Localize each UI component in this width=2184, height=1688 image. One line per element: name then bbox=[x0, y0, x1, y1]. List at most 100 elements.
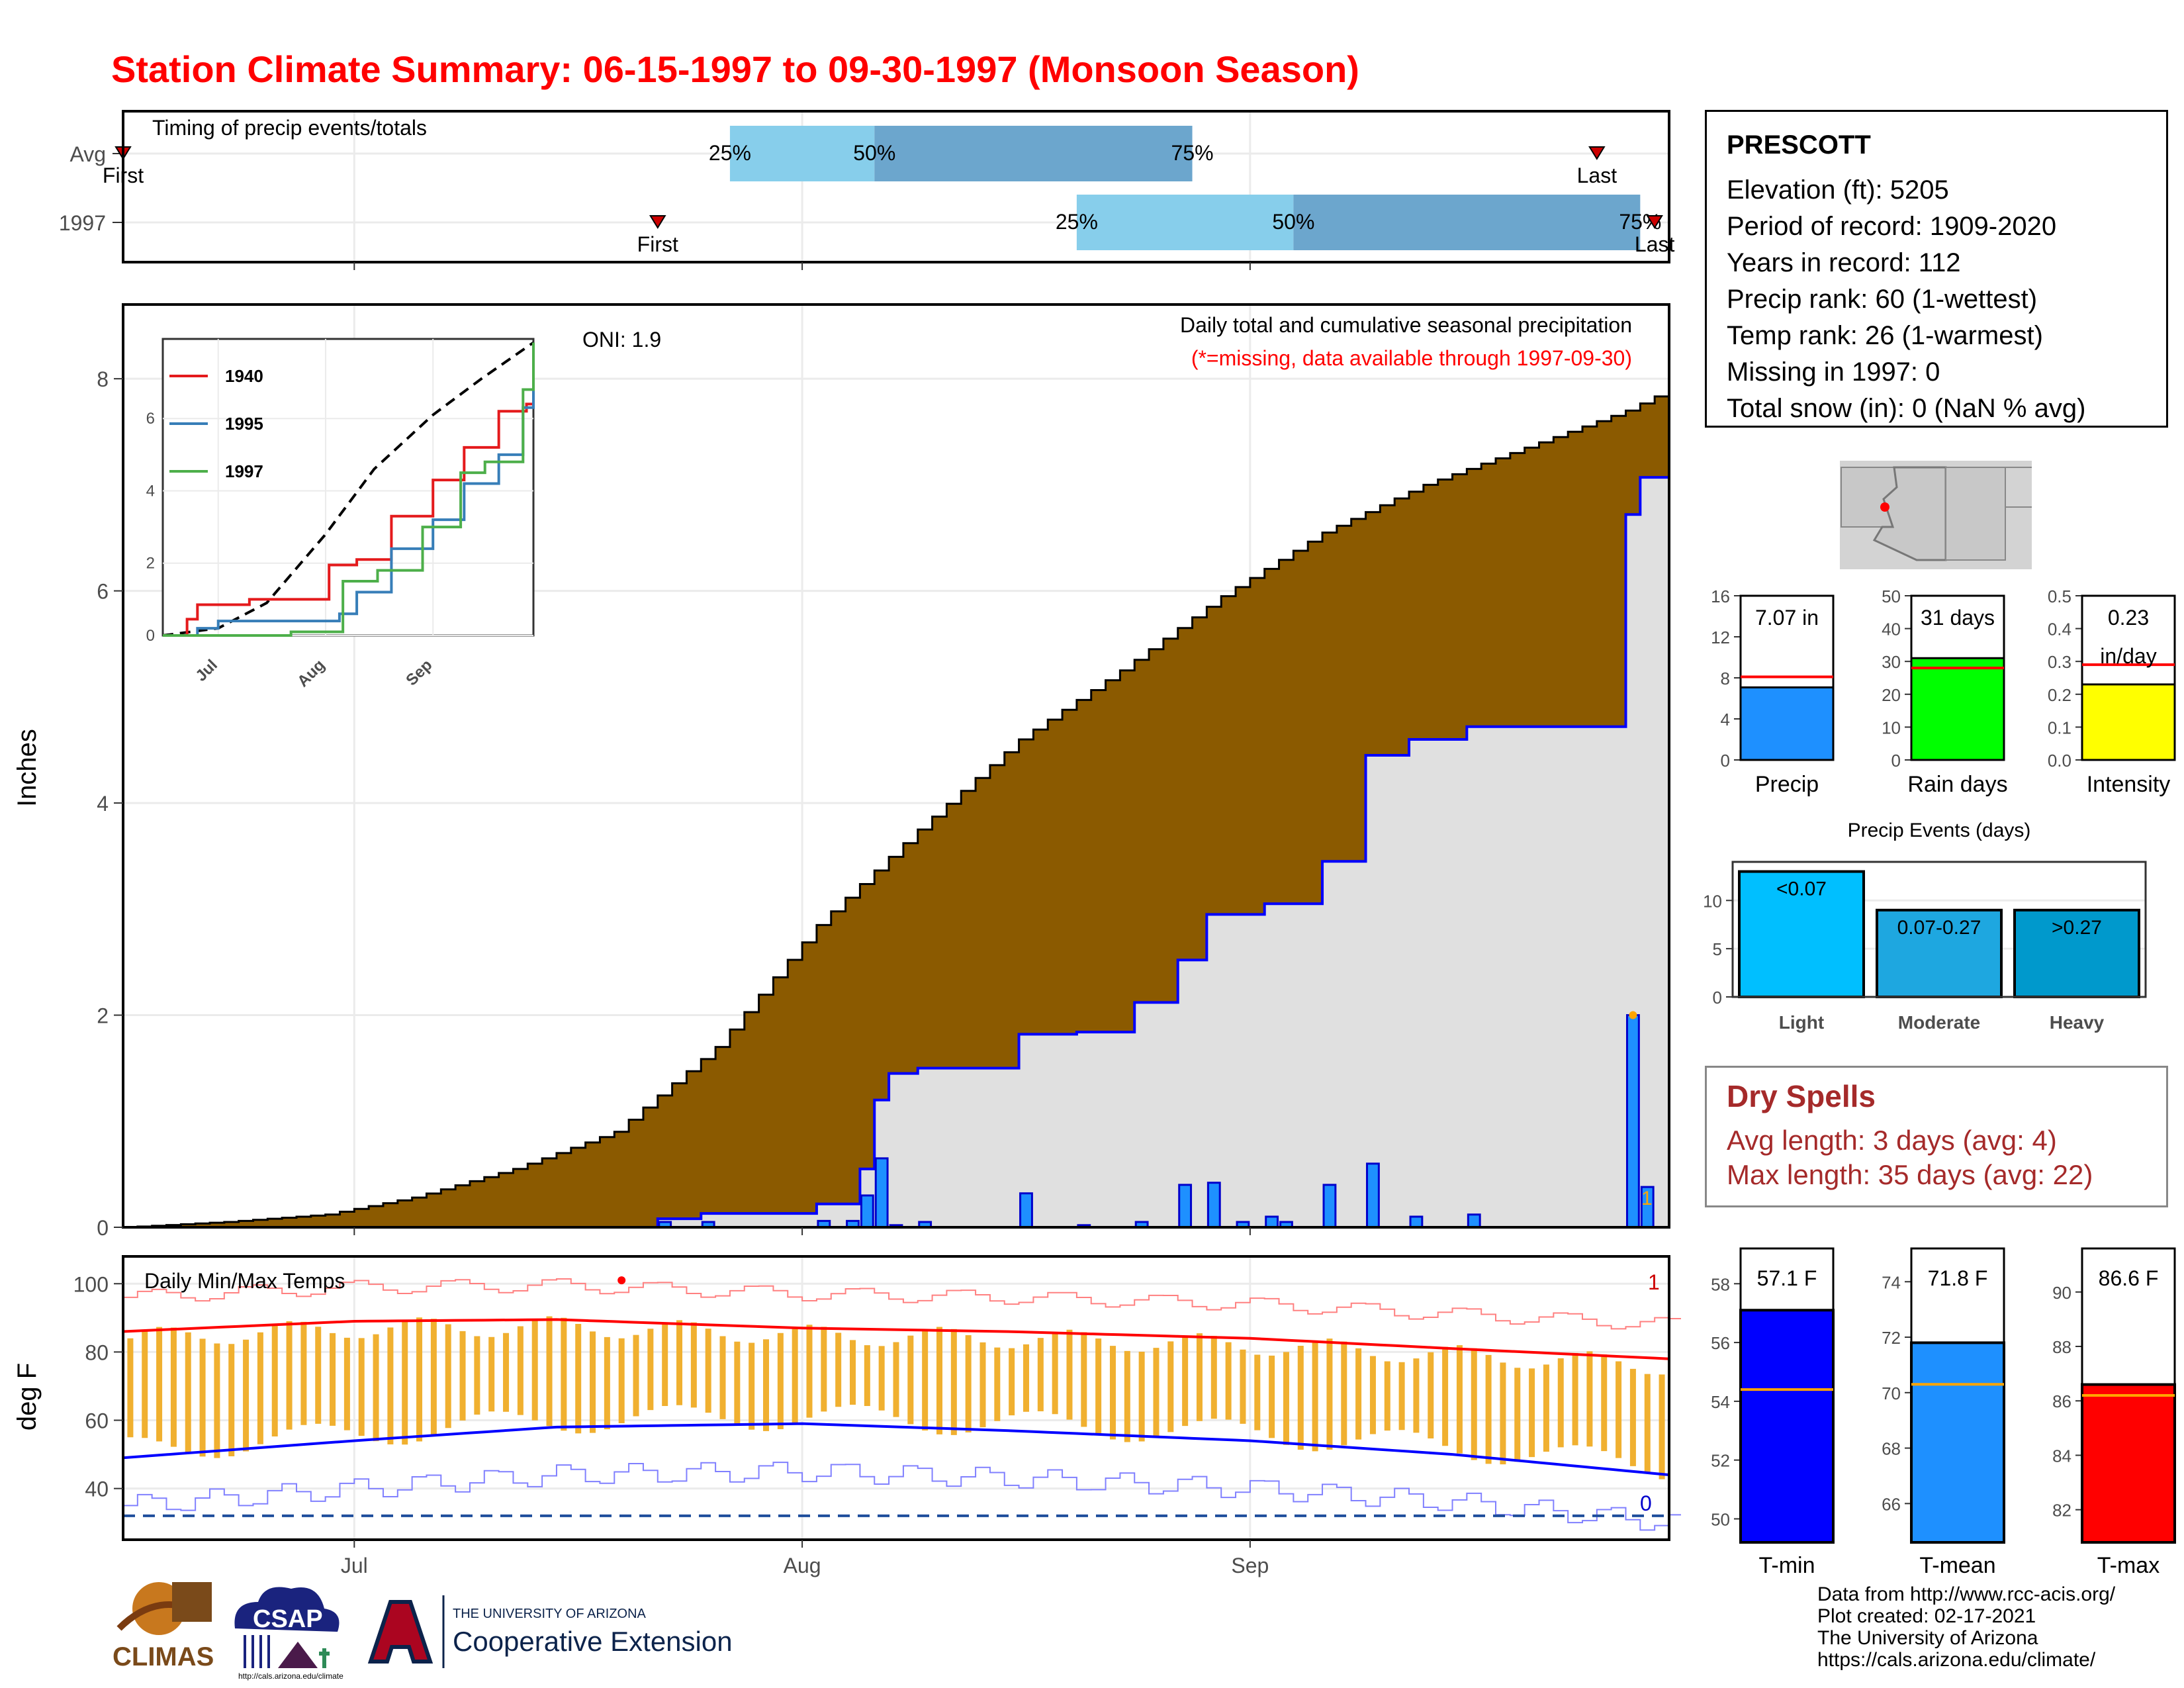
summary-y-tick-label: 0.4 bbox=[2048, 620, 2071, 639]
timing-pct-label: 25% bbox=[709, 141, 751, 165]
summary-value-unit: in/day bbox=[2100, 644, 2156, 668]
timing-pct-label: 75% bbox=[1171, 141, 1214, 165]
normal-max-line bbox=[122, 1318, 1670, 1360]
temp-y-tick-label: 80 bbox=[85, 1340, 109, 1364]
inset-frame bbox=[161, 338, 535, 637]
timing-iqr-upper bbox=[874, 126, 1193, 181]
event-bar-label: 0.07-0.27 bbox=[1897, 917, 1981, 939]
temp-y-tick-label: 60 bbox=[85, 1409, 109, 1433]
record-day-marker-icon bbox=[1629, 1011, 1637, 1019]
precip-events-chart: Precip Events (days) 0 5 10 <0.07 Light 0.07-0… bbox=[1703, 820, 2147, 1033]
credits: Data from http://www.rcc-acis.org/ Plot … bbox=[1817, 1583, 2115, 1671]
credit-source: Data from http://www.rcc-acis.org/ bbox=[1817, 1583, 2116, 1605]
events-y-tick-label: 10 bbox=[1703, 891, 1722, 911]
locator-map bbox=[1840, 461, 2032, 569]
inset-series-line bbox=[163, 382, 535, 637]
temp-summary-value-label: 86.6 F bbox=[2099, 1266, 2159, 1290]
daily-precip-bar bbox=[1366, 1162, 1380, 1229]
timing-marker-icon bbox=[1646, 215, 1663, 229]
ua-block-a-icon bbox=[367, 1600, 433, 1664]
oni-label: ONI: 1.9 bbox=[582, 328, 661, 352]
event-bar bbox=[1876, 908, 2003, 998]
csap-url: http://cals.arizona.edu/climate bbox=[238, 1671, 343, 1681]
dry-spells-avg: Avg length: 3 days (avg: 4) bbox=[1727, 1125, 2057, 1156]
temp-summary-y-tick-label: 88 bbox=[2052, 1337, 2071, 1357]
temp-summary-bar-label: T-min bbox=[1759, 1553, 1815, 1578]
station-snow: Total snow (in): 0 (NaN % avg) bbox=[1727, 394, 2086, 423]
csap-mountain-icon bbox=[278, 1642, 318, 1668]
dry-spells-box: Dry Spells Avg length: 3 days (avg: 4) M… bbox=[1705, 1066, 2168, 1207]
dry-spells-max: Max length: 35 days (avg: 22) bbox=[1727, 1159, 2093, 1190]
temp-x-tick-label: Sep bbox=[1231, 1554, 1269, 1577]
temp-summary-bar bbox=[2081, 1383, 2176, 1544]
temp-summary-value-label: 71.8 F bbox=[1928, 1266, 1988, 1290]
summary-y-tick-label: 0.5 bbox=[2048, 586, 2071, 606]
timing-iqr-lower bbox=[729, 126, 875, 181]
summary-y-tick-label: 30 bbox=[1882, 652, 1901, 672]
summary-y-tick-label: 20 bbox=[1882, 685, 1901, 705]
record-max-count: 1 bbox=[1648, 1270, 1660, 1294]
climas-block-icon bbox=[172, 1582, 212, 1622]
daily-precip-bar bbox=[860, 1194, 874, 1229]
timing-iqr-upper bbox=[1293, 195, 1641, 250]
credit-university: The University of Arizona bbox=[1817, 1627, 2038, 1649]
summary-bar bbox=[1739, 686, 1835, 761]
daily-precip-bar bbox=[1322, 1184, 1337, 1229]
ua-extension-text: Cooperative Extension bbox=[453, 1626, 733, 1657]
csap-logo: CSAP http://cals.arizona.edu/climate bbox=[234, 1587, 343, 1681]
timing-pct-label: 25% bbox=[1056, 210, 1098, 234]
temp-x-tick-label: Jul bbox=[341, 1554, 368, 1577]
daily-precip-bar bbox=[1019, 1192, 1033, 1229]
inset-legend-label: 1940 bbox=[225, 366, 263, 386]
record-max-day-marker-icon bbox=[617, 1276, 626, 1285]
summary-y-tick-label: 8 bbox=[1721, 669, 1730, 688]
summary-y-tick-label: 0.3 bbox=[2048, 652, 2071, 672]
temp-summary-y-tick-label: 52 bbox=[1711, 1451, 1730, 1471]
timing-marker-icon bbox=[649, 215, 666, 229]
temp-frame bbox=[122, 1255, 1670, 1541]
temp-summary-y-tick-label: 82 bbox=[2052, 1501, 2071, 1521]
daily-precip-bar bbox=[1467, 1213, 1481, 1229]
summary-bar-label: Precip bbox=[1755, 772, 1819, 797]
summary-y-tick-label: 16 bbox=[1711, 586, 1730, 606]
timing-iqr-lower bbox=[1076, 195, 1294, 250]
daily-precip-bar bbox=[1265, 1215, 1279, 1229]
temp-summary-y-tick-label: 68 bbox=[1882, 1439, 1901, 1459]
temp-summary-y-tick-label: 70 bbox=[1882, 1383, 1901, 1403]
precip-y-tick-label: 6 bbox=[97, 580, 109, 604]
temp-summary-y-tick-label: 58 bbox=[1711, 1274, 1730, 1294]
summary-bar bbox=[2081, 683, 2176, 761]
inset-y-tick-label: 4 bbox=[146, 482, 155, 500]
record-min-count: 0 bbox=[1640, 1491, 1652, 1515]
temp-y-axis-title: deg F bbox=[13, 1363, 42, 1430]
precip-panel: 1 0 2 4 6 8 Inches Daily total and cumulative s… bbox=[13, 303, 1670, 1240]
precip-y-tick-label: 0 bbox=[97, 1216, 109, 1240]
station-missing: Missing in 1997: 0 bbox=[1727, 357, 1940, 387]
normal-min-line bbox=[122, 1422, 1670, 1477]
precip-frame bbox=[122, 303, 1670, 1229]
temp-summary-y-tick-label: 74 bbox=[1882, 1272, 1901, 1292]
event-category-label: Light bbox=[1779, 1012, 1824, 1033]
timing-marker-label: Last bbox=[1577, 164, 1617, 187]
station-info-box: PRESCOTT Elevation (ft): 5205 Period of … bbox=[1705, 110, 2168, 428]
temp-summary-value-label: 57.1 F bbox=[1757, 1266, 1817, 1290]
temp-summary-y-tick-label: 54 bbox=[1711, 1392, 1730, 1412]
temp-summary-bar-label: T-mean bbox=[1919, 1553, 1995, 1578]
inset-legend-label: 1995 bbox=[225, 414, 263, 434]
temp-y-tick-label: 100 bbox=[73, 1272, 109, 1296]
timing-title: Timing of precip events/totals bbox=[152, 116, 427, 140]
inset-y-tick-label: 0 bbox=[146, 627, 155, 645]
temp-summary-y-tick-label: 90 bbox=[2052, 1283, 2071, 1303]
summary-value-label: 31 days bbox=[1921, 606, 1995, 630]
station-years: Years in record: 112 bbox=[1727, 248, 1961, 277]
daily-precip-bar bbox=[1206, 1182, 1221, 1229]
summary-bar bbox=[1910, 657, 2005, 761]
temp-panel: 40 60 80 100 Jul Aug Sep deg F Daily Min/Max Tem… bbox=[13, 1255, 1681, 1577]
csap-bars-icon bbox=[244, 1635, 270, 1668]
station-period: Period of record: 1909-2020 bbox=[1727, 212, 2057, 241]
event-category-label: Heavy bbox=[2050, 1012, 2105, 1033]
daily-precip-bar bbox=[874, 1157, 889, 1229]
event-bar-label: <0.07 bbox=[1776, 878, 1827, 900]
temp-summary-bars: 50 52 54 56 58 57.1 F T-min 66 68 70 72 74 71.8 F T-m… bbox=[1711, 1247, 2176, 1578]
